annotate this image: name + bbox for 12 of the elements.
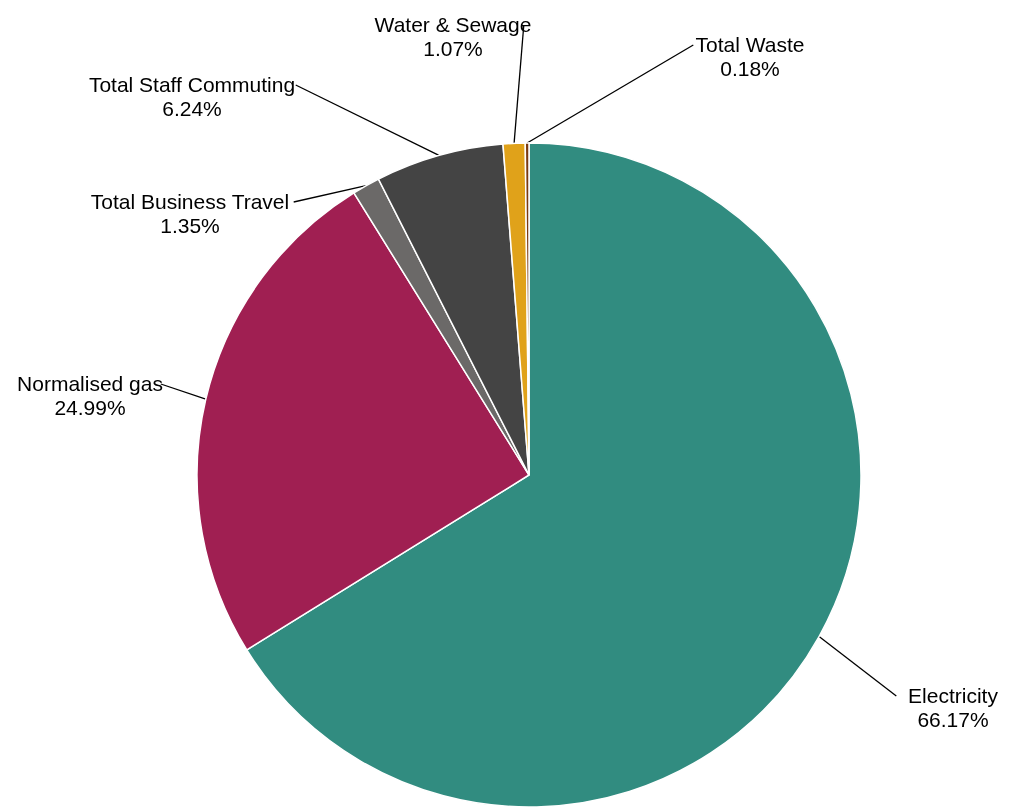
- slice-label: Water & Sewage: [374, 13, 532, 36]
- slice-label: Total Business Travel: [90, 190, 290, 213]
- data-label: 0.18%: [720, 57, 780, 80]
- data-label: 6.24%: [162, 97, 222, 120]
- slice-label: Total Waste: [695, 33, 805, 56]
- data-label: 1.35%: [160, 214, 220, 237]
- data-label: 66.17%: [917, 708, 989, 731]
- slice-label: Total Staff Commuting: [88, 73, 296, 96]
- slice-label: Electricity: [908, 684, 999, 707]
- slice-label: Normalised gas: [17, 372, 163, 395]
- data-label: 1.07%: [423, 37, 483, 60]
- data-label: 24.99%: [54, 396, 126, 419]
